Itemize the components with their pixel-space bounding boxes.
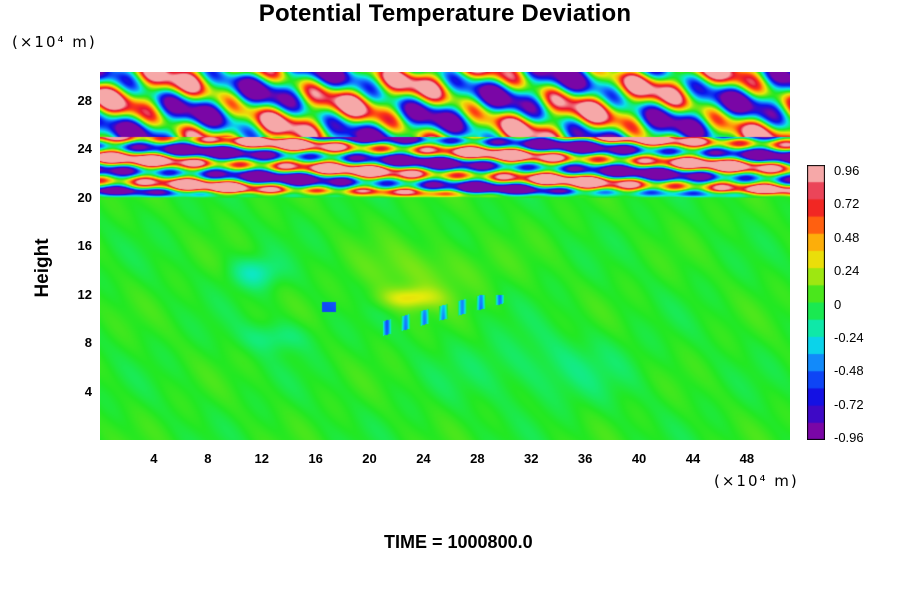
y-tick-label: 20 — [77, 189, 92, 205]
y-axis-unit-text: (×10⁴ m) — [12, 33, 97, 51]
y-tick-label: 4 — [84, 383, 92, 399]
colorbar — [807, 165, 825, 440]
x-tick-label: 48 — [739, 451, 755, 466]
y-tick-label: 16 — [77, 238, 92, 254]
colorbar-tick-label: 0.24 — [834, 263, 860, 279]
x-tick-label: 32 — [524, 451, 539, 466]
x-tick-label: 4 — [150, 451, 158, 466]
colorbar-tick-label: -0.48 — [834, 363, 864, 379]
y-axis-unit: (×10⁴ m) — [12, 33, 97, 51]
y-tick-label: 8 — [84, 335, 92, 351]
x-tick-label: 36 — [577, 451, 593, 466]
colorbar-tick-label: -0.96 — [834, 430, 864, 446]
x-tick-label: 28 — [470, 451, 485, 466]
y-tick-label: 12 — [77, 286, 92, 302]
x-tick-label: 40 — [631, 451, 647, 466]
chart-title: Potential Temperature Deviation — [258, 0, 632, 27]
heatmap-plot-area — [100, 72, 790, 440]
colorbar-tick-label: -0.24 — [834, 330, 864, 345]
colorbar-tick-label: 0.96 — [834, 163, 860, 178]
x-tick-label: 12 — [254, 451, 269, 466]
colorbar-tick-label: 0.48 — [834, 229, 860, 245]
x-tick-label: 44 — [685, 451, 701, 466]
x-tick-label: 20 — [362, 451, 377, 466]
colorbar-tick-label: 0 — [834, 296, 842, 312]
x-tick-label: 16 — [308, 451, 323, 466]
y-axis-label: Height — [32, 238, 53, 298]
time-annotation: TIME = 1000800.0 — [384, 532, 533, 552]
x-axis-unit-text: (×10⁴ m) — [714, 472, 799, 490]
y-tick-label: 24 — [77, 141, 92, 157]
x-tick-label: 24 — [416, 451, 431, 466]
x-axis-unit: (×10⁴ m) — [714, 472, 799, 490]
colorbar-tick-label: 0.72 — [834, 196, 860, 212]
y-tick-label: 28 — [77, 93, 92, 109]
x-tick-label: 8 — [204, 451, 212, 466]
colorbar-tick-label: -0.72 — [834, 396, 864, 412]
